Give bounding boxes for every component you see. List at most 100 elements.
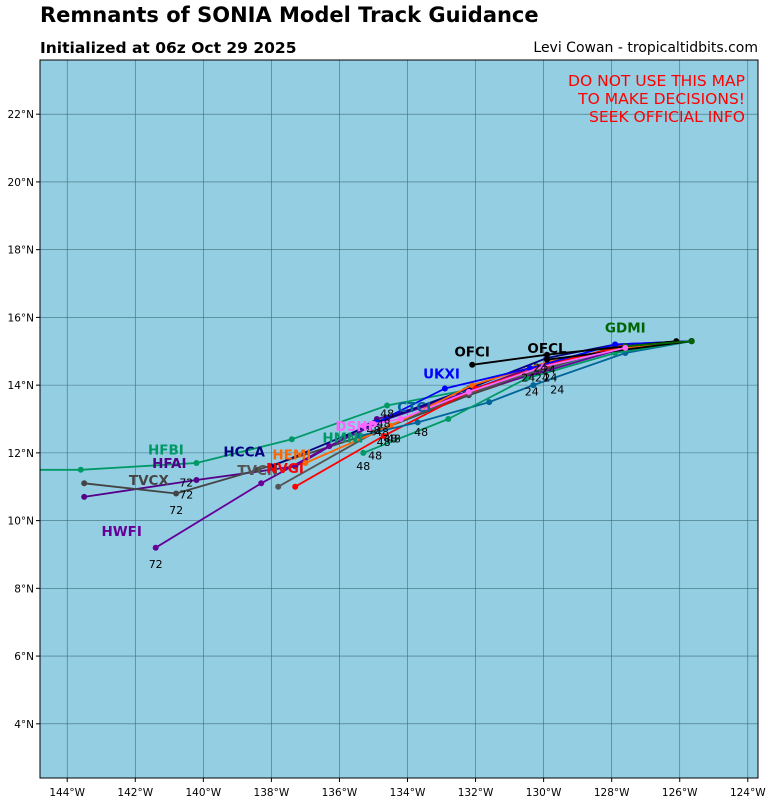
track-point-tvcx (81, 480, 88, 487)
y-tick-label: 18°N (8, 245, 34, 257)
hour-label: 72 (149, 558, 163, 571)
track-point-hemi (387, 422, 394, 429)
label-ukxi: UKXI (423, 366, 460, 382)
label-ofcl: OFCL (527, 341, 567, 357)
track-ofcl (546, 340, 692, 361)
y-tick-label: 6°N (14, 651, 34, 663)
track-point-hmni (445, 416, 452, 422)
track-point-ukxi (441, 385, 448, 392)
hour-label: 24 (542, 363, 556, 376)
hour-label: 24 (543, 372, 557, 385)
track-point-dshp (397, 416, 404, 422)
warning-line: SEEK OFFICIAL INFO (589, 108, 745, 126)
x-tick-label: 140°W (185, 787, 221, 799)
track-point-ofci (544, 351, 550, 358)
track-point-hfai (193, 477, 200, 483)
axis-ticks: 144°W 142°W 140°W 138°W 136°W 134°W 132°W 130°W… (8, 109, 767, 799)
track-point-hwfi (258, 480, 265, 487)
track-gdmi (625, 340, 692, 348)
track-point-hfbi (384, 402, 391, 409)
track-point-dshp (465, 388, 472, 395)
label-hfbi: HFBI (148, 443, 184, 459)
x-tick-label: 132°W (458, 787, 494, 799)
hour-label: 48 (380, 407, 394, 420)
label-gdmi: GDMI (605, 321, 646, 337)
x-tick-label: 138°W (254, 787, 290, 799)
label-tvcn: TVCN (237, 463, 278, 479)
track-point-hcca (268, 463, 275, 470)
hour-label: 48 (356, 460, 370, 473)
track-point-hmni (523, 375, 530, 382)
warning-line: TO MAKE DECISIONS! (577, 90, 745, 108)
y-tick-label: 10°N (8, 516, 34, 528)
y-tick-label: 14°N (8, 380, 34, 392)
plot-frame (39, 59, 759, 779)
hour-label: 48 (366, 424, 380, 437)
hour-label: 48 (377, 417, 391, 430)
label-ofci: OFCI (454, 344, 490, 360)
y-tick-label: 4°N (14, 719, 34, 731)
x-tick-label: 136°W (322, 787, 358, 799)
label-hcca: HCCA (223, 444, 265, 460)
track-point-hfbi (288, 436, 295, 443)
hour-label: 24 (535, 372, 549, 385)
track-hwfi (155, 340, 692, 549)
x-tick-label: 130°W (526, 787, 562, 799)
track-point-hfbi (13, 467, 19, 473)
hour-label: 72 (169, 504, 183, 517)
track-point-hmni (360, 449, 367, 456)
hour-label: 48 (377, 436, 391, 449)
label-hemi: HEMI (272, 448, 311, 464)
track-point-ofcl (544, 356, 550, 363)
x-tick-label: 134°W (390, 787, 426, 799)
y-tick-label: 8°N (14, 583, 34, 595)
x-tick-label: 126°W (662, 787, 698, 799)
map-grid (40, 60, 758, 778)
track-point-nvgi (292, 483, 299, 490)
hour-label: 72 (179, 477, 193, 490)
track-point-tvcx (254, 466, 261, 473)
hour-label: 24 (525, 385, 539, 398)
label-ctci: CTCI (397, 400, 431, 416)
track-point-hemi (302, 460, 309, 466)
x-tick-label: 142°W (117, 787, 153, 799)
hour-label: 24 (550, 384, 564, 397)
map-title: Remnants of SONIA Model Track Guidance (40, 3, 539, 27)
label-hmni: HMNI (322, 431, 363, 447)
track-point-hwfi (326, 443, 333, 450)
warning-line: DO NOT USE THIS MAP (568, 72, 745, 90)
track-ctci (359, 340, 692, 437)
track-point-ctci (414, 419, 421, 426)
y-tick-label: 22°N (8, 109, 34, 121)
label-hfai: HFAI (152, 456, 186, 472)
model-tracks (13, 338, 695, 551)
track-point-ofci (469, 361, 476, 368)
track-point-ctci (530, 382, 537, 389)
y-tick-label: 12°N (8, 448, 34, 460)
track-point-ukxi (612, 341, 619, 348)
track-point-hfbi (77, 466, 84, 473)
track-point-tvcx (173, 490, 180, 497)
label-dshp: DSHP (335, 419, 377, 435)
hour-label: 24 (521, 372, 535, 385)
track-point-hfai (81, 493, 88, 500)
hour-label: 24 (533, 362, 547, 375)
hour-label: 48 (383, 433, 397, 446)
hour-label: 48 (368, 450, 382, 463)
track-point-dshp (360, 422, 367, 429)
track-point-ctci (486, 399, 493, 406)
map-credit: Levi Cowan - tropicaltidbits.com (533, 40, 758, 56)
track-point-ctci (356, 432, 363, 439)
y-tick-label: 16°N (8, 312, 34, 324)
track-point-gdmi (688, 338, 695, 345)
y-tick-label: 20°N (8, 177, 34, 189)
track-point-tvcn (275, 483, 282, 490)
track-point-hwfi (152, 544, 159, 551)
map-subtitle: Initialized at 06z Oct 29 2025 (40, 39, 297, 57)
label-nvgi: NVGI (266, 461, 304, 477)
hour-label: 48 (375, 426, 389, 439)
